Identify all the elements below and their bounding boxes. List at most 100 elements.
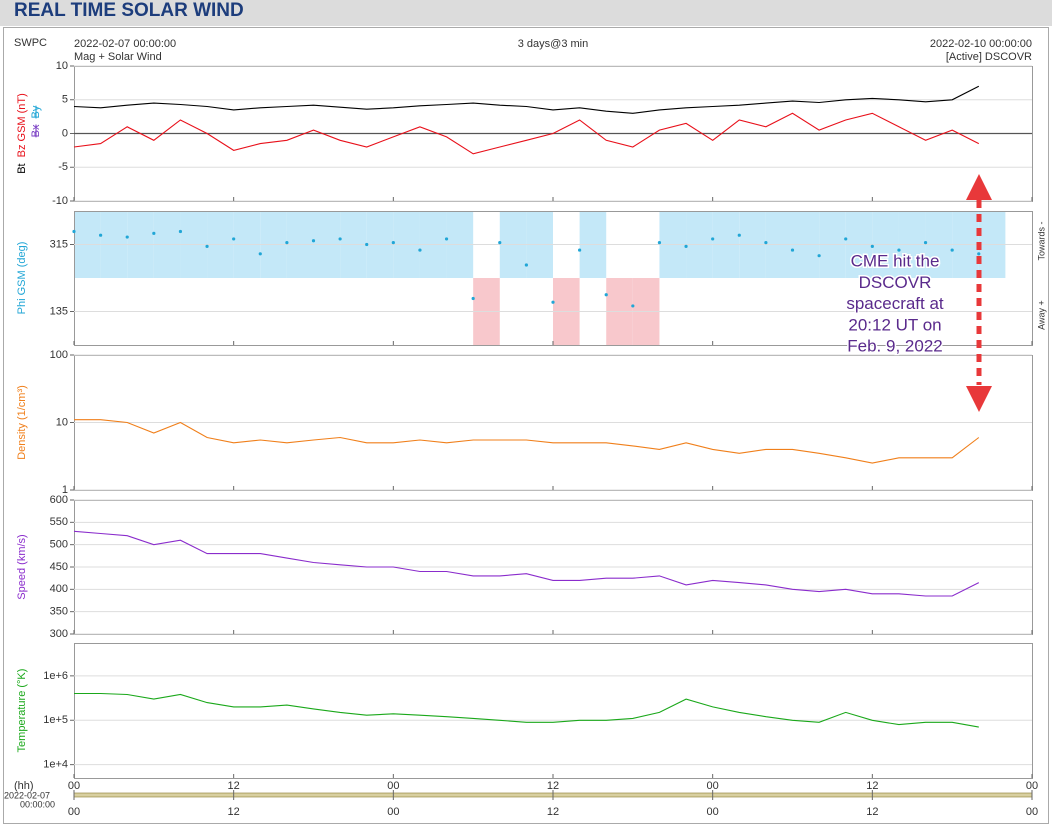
point <box>604 293 608 297</box>
point <box>125 235 129 239</box>
point <box>684 244 688 248</box>
point <box>205 244 209 248</box>
point <box>790 248 795 252</box>
point <box>737 233 741 237</box>
point <box>99 233 103 237</box>
point <box>471 296 475 301</box>
panel-frame <box>74 643 1033 779</box>
start-time: 2022-02-07 00:00:00 <box>74 38 176 50</box>
annotation: DSCOVR <box>859 273 932 292</box>
y-tick-label: 450 <box>50 561 68 573</box>
x-tick-label: 00 <box>707 806 719 818</box>
y-tick-label: 350 <box>50 606 68 618</box>
page-title: REAL TIME SOLAR WIND <box>14 0 244 21</box>
annotation: 20:12 UT on <box>848 315 941 334</box>
point <box>72 229 76 234</box>
annotation: CME hit the <box>851 251 940 270</box>
point <box>258 252 262 256</box>
point <box>152 231 156 235</box>
series-line <box>73 112 980 155</box>
x-tick-label: 12 <box>228 780 240 792</box>
y-tick-label: 5 <box>62 94 68 106</box>
y-tick-label: 600 <box>50 494 68 506</box>
x-tick-label: 00 <box>387 806 399 818</box>
y-tick-label: 0 <box>62 127 68 139</box>
end-time: 2022-02-10 00:00:00 <box>930 38 1032 50</box>
x-tick-label: 12 <box>547 806 559 818</box>
point <box>311 239 316 243</box>
y-tick-label: -10 <box>52 195 68 207</box>
point <box>631 304 635 308</box>
series-line <box>73 85 980 114</box>
point <box>897 248 901 252</box>
legend-entry: Bt <box>16 163 28 173</box>
point <box>844 237 848 241</box>
point <box>338 237 342 241</box>
x-tick-label: 12 <box>547 780 559 792</box>
x-tick-label: 12 <box>228 806 240 818</box>
x-tick-label: 00 <box>68 806 80 818</box>
source: SWPC <box>14 37 47 49</box>
y-axis-title: Phi GSM (deg) <box>16 242 28 315</box>
point <box>391 241 395 245</box>
x-tick-label: 12 <box>866 806 878 818</box>
arrow-head <box>966 386 992 412</box>
y-tick-label: 10 <box>56 416 68 428</box>
y-tick-label: 100 <box>50 349 68 361</box>
point <box>817 254 821 258</box>
span: 3 days@3 min <box>518 38 588 50</box>
point <box>870 244 874 248</box>
y-tick-label: 315 <box>50 238 68 250</box>
sector-label: Towards - <box>1036 221 1046 260</box>
point <box>764 241 768 245</box>
point <box>178 229 183 234</box>
point <box>524 263 528 267</box>
point <box>444 237 449 241</box>
point <box>950 248 954 252</box>
series-line <box>73 530 980 597</box>
x-start-time: 00:00:00 <box>20 799 55 809</box>
point <box>365 242 369 247</box>
point <box>418 248 422 252</box>
point <box>551 300 555 304</box>
frame <box>3 27 1049 824</box>
series-line <box>74 692 979 728</box>
legend-entry: By <box>30 105 42 118</box>
y-tick-label: 10 <box>56 60 68 72</box>
product: Mag + Solar Wind <box>74 51 162 63</box>
y-tick-label: 1 <box>62 484 68 496</box>
x-tick-label: 00 <box>707 780 719 792</box>
x-unit: (hh) <box>14 780 34 792</box>
y-tick-label: 1e+5 <box>43 714 68 726</box>
legend-entry: Bz GSM (nT) <box>16 93 28 157</box>
x-tick-label: 00 <box>387 780 399 792</box>
y-tick-label: 500 <box>50 539 68 551</box>
point <box>498 241 502 245</box>
point <box>657 241 662 245</box>
spacecraft: [Active] DSCOVR <box>946 51 1032 63</box>
y-tick-label: 1e+6 <box>43 670 68 682</box>
y-tick-label: 400 <box>50 583 68 595</box>
point <box>285 241 289 245</box>
y-tick-label: -5 <box>58 161 68 173</box>
x-tick-label: 00 <box>1026 806 1038 818</box>
y-axis-title: Bx By <box>30 105 42 137</box>
y-tick-label: 135 <box>50 305 68 317</box>
annotation: Feb. 9, 2022 <box>847 337 942 356</box>
panel-frame <box>74 211 1033 346</box>
y-axis-title: Temperature (°K) <box>16 669 28 753</box>
y-tick-label: 550 <box>50 516 68 528</box>
sector-label: Away + <box>1036 300 1046 330</box>
y-axis-title: Speed (km/s) <box>16 534 28 599</box>
x-start-date: 2022-02-07 <box>4 790 50 800</box>
y-axis-title: Density (1/cm³) <box>16 385 28 460</box>
series-line <box>74 419 980 464</box>
x-tick-label: 00 <box>1026 780 1038 792</box>
point <box>923 241 928 245</box>
x-tick-label: 12 <box>866 780 878 792</box>
point <box>232 237 236 241</box>
y-tick-label: 300 <box>50 628 68 640</box>
annotation: spacecraft at <box>846 294 944 313</box>
arrow-head <box>966 174 992 200</box>
